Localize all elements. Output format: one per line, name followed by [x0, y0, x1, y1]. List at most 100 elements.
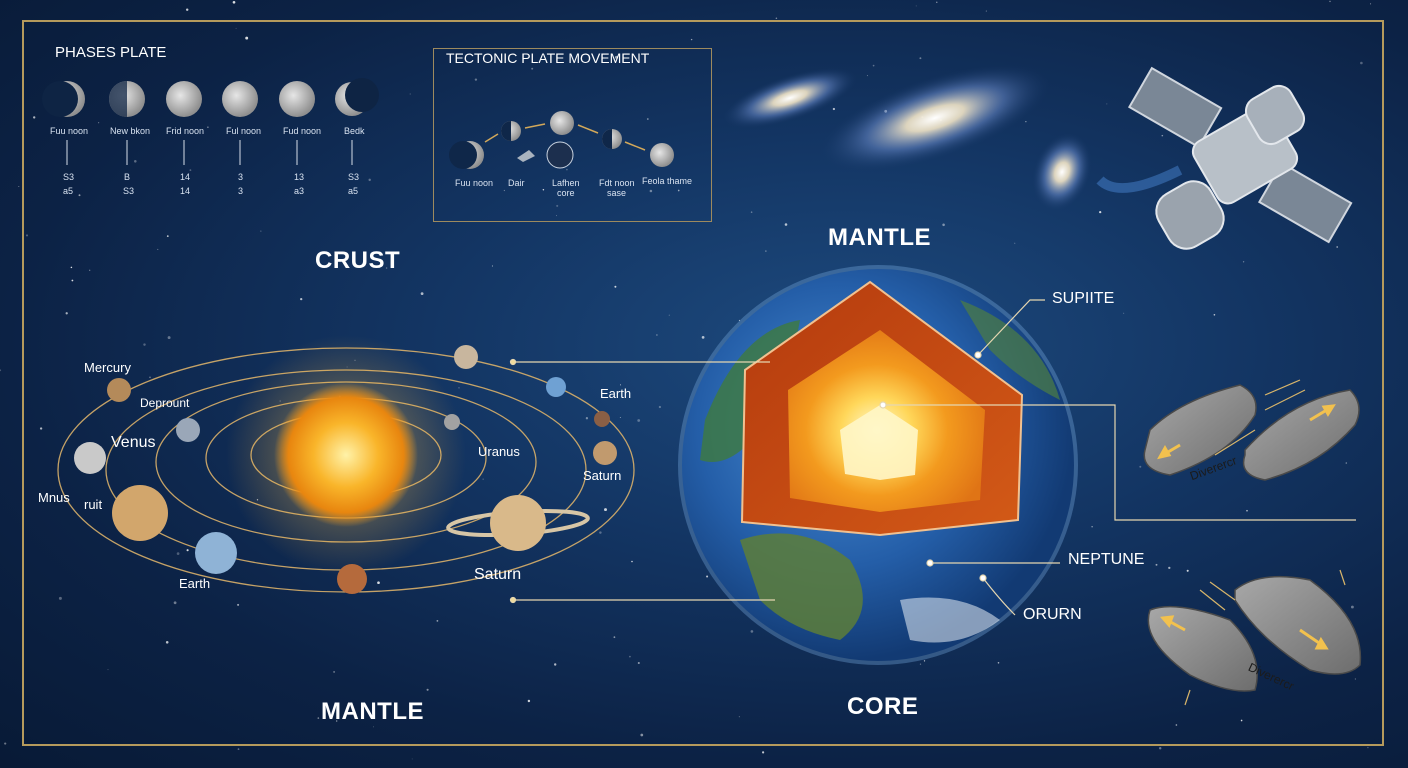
star: [185, 8, 189, 11]
star: [237, 748, 240, 750]
star: [585, 417, 589, 420]
star: [1091, 526, 1093, 528]
tectonic-label: core: [557, 188, 575, 198]
star: [784, 223, 788, 226]
star: [531, 67, 534, 70]
star: [554, 663, 557, 666]
star: [1240, 719, 1243, 722]
moon-phase-icon: [42, 81, 85, 117]
star: [186, 549, 189, 552]
planet-label-mnus: Mnus: [38, 490, 70, 505]
moon-phase-icon: [166, 81, 202, 117]
star: [420, 292, 424, 295]
star: [25, 234, 29, 237]
star: [1175, 724, 1178, 726]
star: [70, 266, 73, 269]
star: [619, 417, 621, 419]
star: [527, 699, 531, 703]
moon-phase-icon: [222, 81, 258, 117]
star: [866, 75, 868, 77]
star: [690, 38, 693, 41]
star: [166, 235, 169, 237]
star: [750, 211, 753, 213]
tectonic-label: Feola thame: [642, 176, 693, 186]
star: [1139, 465, 1142, 468]
star: [300, 297, 303, 301]
star: [1014, 242, 1016, 244]
star: [98, 122, 100, 124]
star: [631, 560, 633, 563]
star: [372, 726, 374, 728]
star: [1168, 566, 1171, 570]
tectonic-label: Lafhen: [552, 178, 580, 188]
solar-system-diagram: [57, 335, 635, 594]
star: [1213, 313, 1216, 316]
star: [336, 720, 338, 722]
star: [604, 508, 607, 512]
star: [542, 188, 545, 191]
star: [629, 655, 631, 658]
star: [985, 10, 987, 12]
star: [235, 27, 237, 29]
star: [1161, 134, 1164, 137]
callout-orurn: ORURN: [1023, 606, 1082, 623]
star: [1099, 210, 1102, 214]
phase-number: a5: [348, 186, 359, 196]
planet-label-saturn-bottom: Saturn: [474, 566, 522, 583]
star: [936, 1, 938, 3]
sun-icon: [274, 383, 418, 527]
star: [1025, 121, 1027, 123]
phase-number: a5: [63, 186, 74, 196]
star: [775, 17, 778, 20]
phase-label: Bedk: [344, 126, 365, 136]
star: [668, 314, 670, 316]
star: [176, 552, 180, 555]
phase-number: 14: [180, 186, 191, 196]
star: [409, 93, 411, 95]
star: [637, 661, 640, 665]
phase-number: S3: [123, 186, 135, 196]
phase-label: New bkon: [110, 126, 151, 136]
star: [750, 630, 754, 633]
star: [143, 343, 146, 346]
star: [614, 55, 618, 59]
planet-label-mercury: Mercury: [84, 360, 131, 375]
star: [1367, 746, 1369, 749]
star: [333, 670, 336, 673]
saturn-icon: [446, 495, 590, 551]
star: [58, 596, 62, 600]
star: [232, 0, 236, 4]
phase-number: 13: [294, 172, 305, 182]
star: [919, 57, 922, 60]
planet-label-deprount: Deprount: [140, 396, 190, 410]
star: [368, 178, 371, 182]
star: [78, 194, 81, 197]
phase-number: 3: [238, 186, 244, 196]
star: [482, 478, 484, 480]
star: [701, 336, 705, 339]
star: [260, 230, 262, 232]
tectonic-inset-box: [433, 48, 712, 222]
star: [237, 603, 240, 606]
star: [157, 248, 159, 250]
frame-border: [22, 20, 1384, 746]
phase-label: Fuu noon: [50, 126, 89, 136]
star-field: [0, 0, 1372, 760]
star: [1360, 61, 1363, 65]
star: [426, 688, 429, 691]
star: [1158, 746, 1162, 750]
planet-label-uranus: Uranus: [478, 444, 520, 459]
star: [1155, 563, 1158, 566]
star: [436, 619, 439, 622]
tectonic-label: sase: [607, 188, 627, 198]
phase-number: 3: [238, 172, 244, 182]
star: [411, 758, 413, 760]
phase-label: Ful noon: [226, 126, 262, 136]
star: [872, 64, 875, 67]
star: [65, 312, 68, 315]
moon-phases-row: [42, 78, 379, 165]
planet-label-saturn-right: Saturn: [583, 468, 622, 483]
star: [658, 405, 662, 409]
planet-label-venus: Venus: [111, 434, 156, 451]
callout-neptune: NEPTUNE: [1068, 551, 1145, 568]
